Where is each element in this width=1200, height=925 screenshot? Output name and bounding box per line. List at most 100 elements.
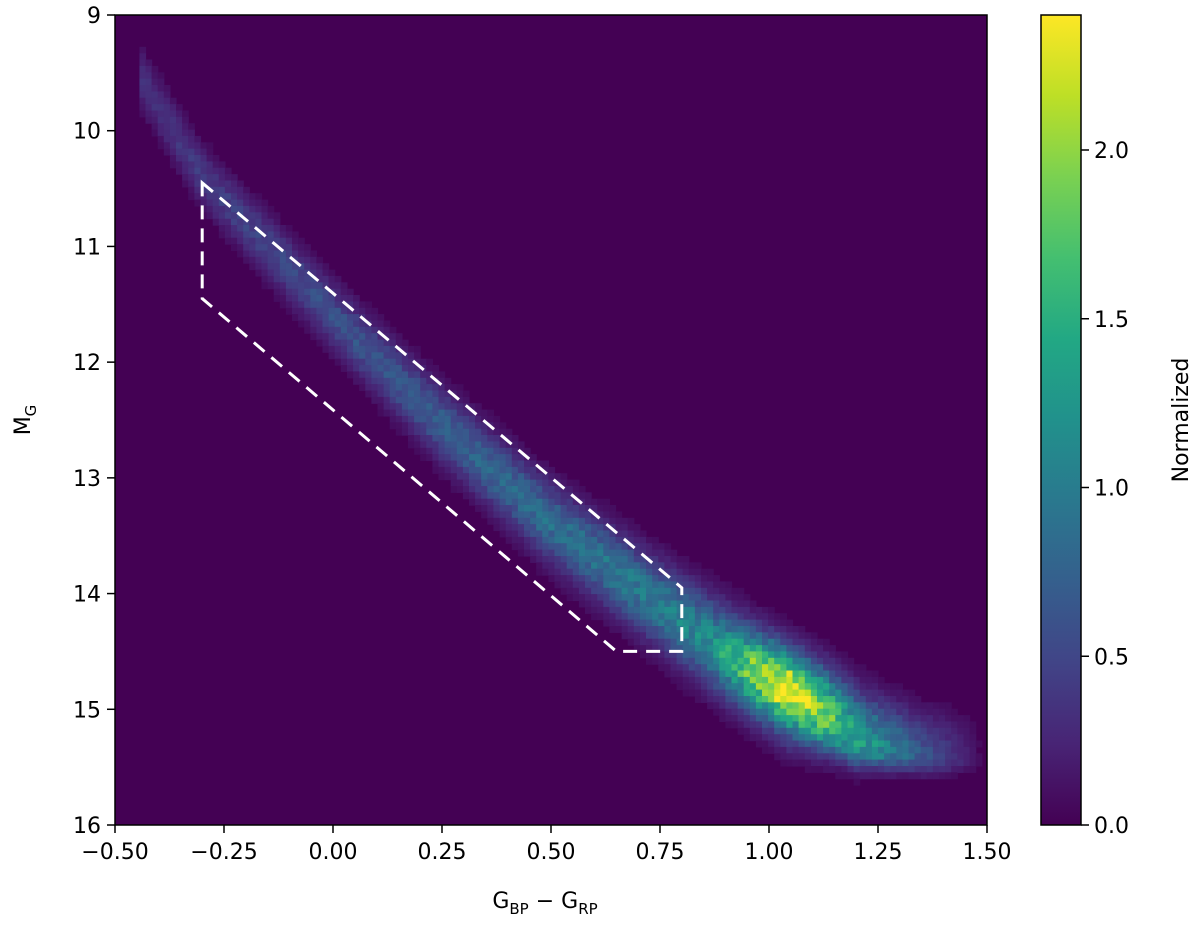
heatmap-cell [334, 307, 342, 315]
heatmap-cell [688, 562, 696, 570]
heatmap-cell [878, 727, 885, 735]
heatmap-cell [731, 619, 739, 627]
heatmap-cell [383, 384, 391, 392]
heatmap-cell [664, 670, 672, 678]
heatmap-cell [347, 314, 354, 322]
heatmap-cell [725, 702, 733, 710]
heatmap-cell [951, 734, 958, 742]
heatmap-cell [639, 619, 647, 627]
heatmap-cell [334, 275, 342, 283]
heatmap-cell [505, 447, 513, 455]
heatmap-cell [719, 683, 726, 691]
heatmap-cell [426, 365, 433, 372]
heatmap-cell [749, 696, 757, 703]
heatmap-cell [823, 746, 830, 754]
heatmap-cell [182, 155, 189, 162]
heatmap-cell [792, 734, 800, 742]
heatmap-cell [774, 676, 781, 684]
heatmap-cell [920, 702, 928, 710]
heatmap-cell [353, 371, 360, 379]
heatmap-cell [151, 85, 159, 92]
heatmap-cell [243, 199, 250, 207]
heatmap-cell [560, 524, 568, 532]
heatmap-cell [578, 575, 586, 583]
heatmap-cell [621, 581, 629, 589]
heatmap-cell [176, 155, 183, 162]
heatmap-cell [945, 734, 952, 742]
heatmap-cell [316, 320, 324, 328]
heatmap-cell [951, 740, 958, 748]
heatmap-cell [688, 575, 696, 583]
heatmap-cell [304, 320, 311, 328]
heatmap-cell [639, 536, 647, 544]
heatmap-cell [932, 727, 940, 735]
heatmap-cell [237, 250, 244, 258]
heatmap-cell [456, 435, 464, 442]
heatmap-cell [670, 587, 678, 595]
heatmap-cell [652, 626, 659, 633]
heatmap-cell [530, 536, 537, 544]
heatmap-cell [810, 734, 818, 742]
heatmap-cell [682, 670, 690, 678]
heatmap-cell [145, 59, 153, 67]
heatmap-cell [206, 148, 214, 156]
heatmap-cell [310, 295, 317, 302]
heatmap-cell [676, 600, 684, 608]
heatmap-cell [347, 333, 354, 341]
heatmap-cell [243, 231, 250, 239]
heatmap-cell [713, 587, 720, 595]
heatmap-cell [731, 715, 739, 723]
heatmap-cell [414, 390, 421, 398]
heatmap-cell [743, 645, 751, 653]
heatmap-cell [255, 205, 263, 213]
x-tick-label: 1.00 [745, 840, 794, 865]
heatmap-cell [615, 606, 623, 614]
heatmap-cell [670, 619, 678, 627]
heatmap-cell [481, 466, 488, 474]
heatmap-cell [713, 600, 720, 608]
heatmap-cell [157, 129, 165, 137]
heatmap-cell [554, 536, 562, 544]
heatmap-cell [456, 409, 464, 417]
heatmap-cell [786, 746, 794, 754]
heatmap-cell [414, 428, 421, 436]
heatmap-cell [194, 199, 202, 207]
heatmap-cell [639, 638, 647, 646]
heatmap-cell [847, 772, 855, 780]
heatmap-cell [646, 575, 653, 583]
heatmap-cell [536, 543, 543, 551]
heatmap-cell [524, 511, 531, 519]
heatmap-cell [871, 772, 879, 780]
heatmap-cell [597, 530, 604, 538]
heatmap-cell [646, 562, 653, 570]
heatmap-cell [646, 587, 653, 595]
heatmap-cell [414, 352, 421, 360]
heatmap-cell [444, 441, 452, 449]
heatmap-cell [524, 447, 531, 455]
heatmap-cell [566, 492, 574, 500]
heatmap-cell [554, 524, 562, 532]
heatmap-cell [865, 746, 873, 754]
heatmap-cell [719, 676, 726, 684]
heatmap-cell [340, 326, 348, 334]
heatmap-cell [835, 657, 842, 665]
heatmap-cell [145, 78, 153, 86]
colorbar-tick-label: 0.5 [1094, 645, 1129, 670]
heatmap-cell [389, 333, 397, 341]
heatmap-cell [554, 575, 562, 583]
heatmap-cell [908, 746, 916, 754]
heatmap-cell [542, 511, 549, 519]
heatmap-cell [725, 683, 733, 691]
heatmap-cell [163, 110, 171, 118]
heatmap-cell [749, 664, 757, 672]
heatmap-cell [298, 295, 305, 302]
heatmap-cell [481, 409, 488, 417]
heatmap-cell [908, 727, 916, 735]
heatmap-cell [731, 587, 739, 595]
heatmap-cell [694, 696, 702, 703]
heatmap-cell [395, 371, 403, 379]
heatmap-cell [871, 683, 879, 691]
heatmap-cell [371, 371, 379, 379]
heatmap-cell [707, 626, 714, 633]
